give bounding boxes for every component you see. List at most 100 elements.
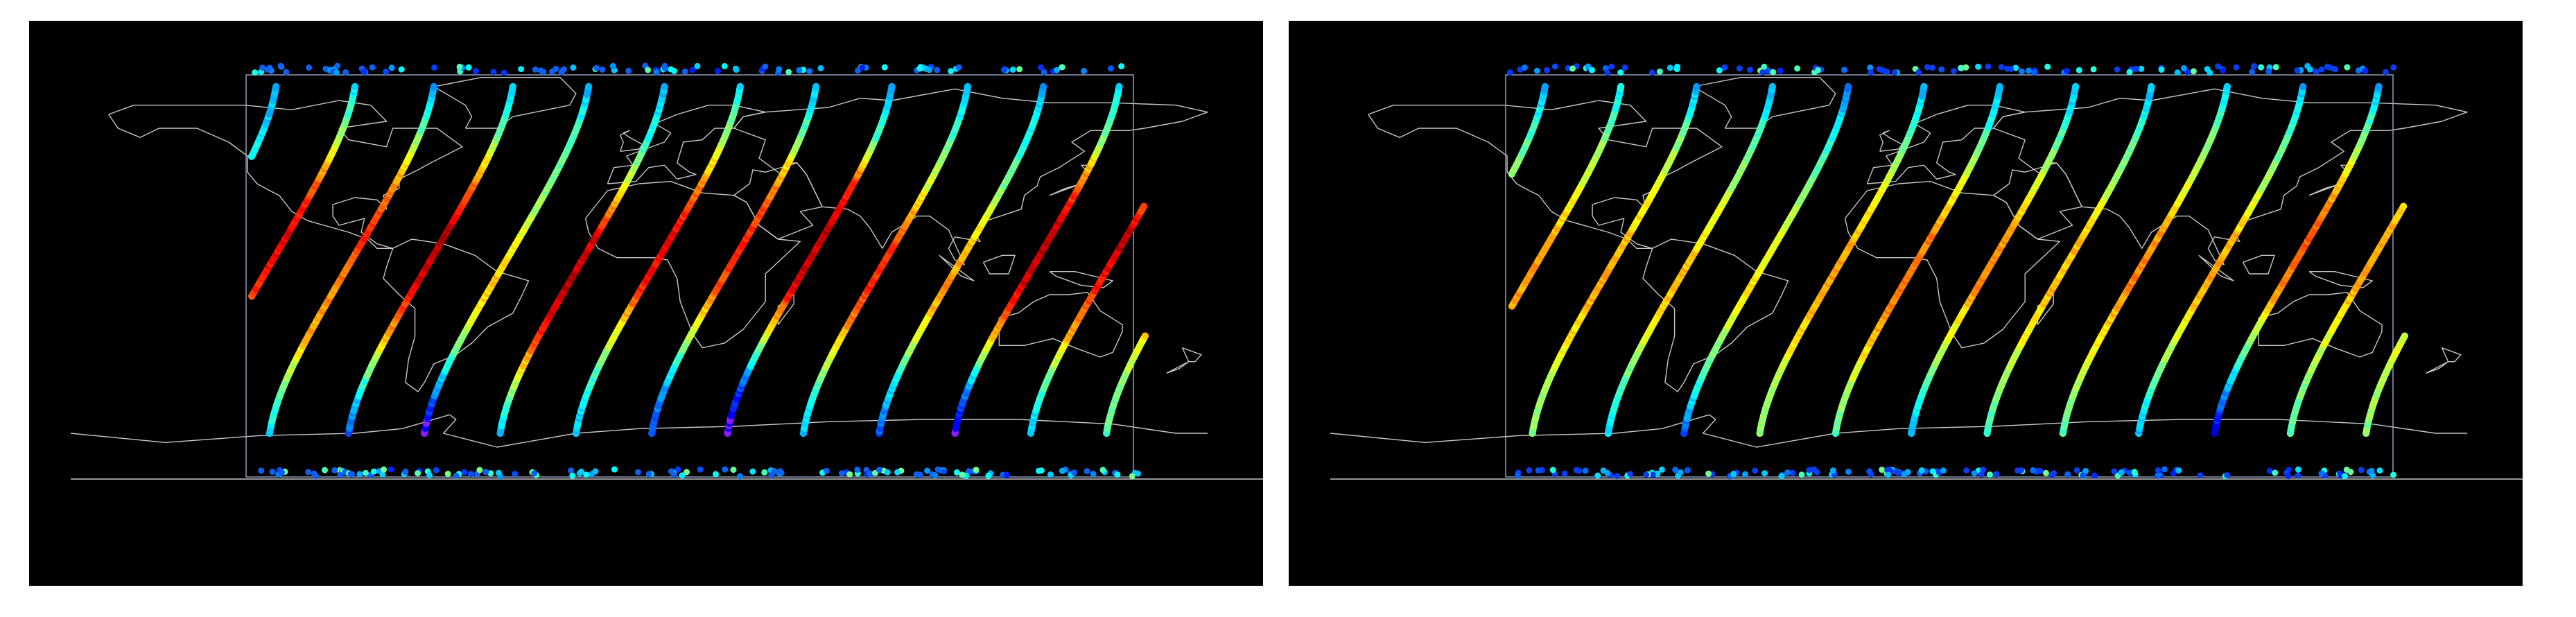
swath-point [1115,82,1123,91]
polar-dot [2265,68,2272,75]
polar-dot [1621,64,1628,71]
polar-dot [2044,63,2051,70]
polar-dot [1777,67,1784,74]
swath-tracks [1508,82,2409,437]
polar-dot [2383,69,2389,76]
polar-dot [806,68,813,75]
swath-point [1039,82,1047,91]
polar-dot [2362,67,2369,74]
polar-dot [383,68,390,75]
coastline-outline [1368,100,1723,249]
polar-dot [2313,68,2320,75]
polar-dot [370,468,377,475]
polar-dot [560,66,567,73]
polar-dot [1041,69,1047,76]
polar-dot [1975,63,1982,70]
polar-dot [653,69,660,76]
polar-dot [2090,66,2097,73]
polar-dot [2170,470,2177,477]
swath-track [1983,82,2155,437]
swath-track [1508,82,1625,310]
polar-dot [1901,471,1908,478]
polar-dot [661,65,668,72]
swath-track [345,82,516,437]
coastline-outline [1993,88,2468,266]
polar-dot [1885,471,1892,478]
swath-track [1680,82,1852,437]
polar-dot [2175,467,2182,474]
polar-dot [306,64,313,71]
polar-dot [337,471,344,478]
polar-dot [2215,63,2222,70]
polar-dot [342,69,349,76]
swath-point [1693,82,1700,91]
polar-dot [2138,65,2145,72]
swath-point [351,82,359,91]
polar-dot [1971,470,1978,477]
polar-dot [668,468,675,475]
polar-dot [1784,469,1791,476]
swath-track [1756,82,1928,437]
swath-point [509,82,516,91]
polar-dot [2004,65,2011,72]
polar-dot [1658,466,1665,473]
polar-dot [2272,64,2279,71]
polar-dot [1940,467,1947,474]
polar-dot [1016,66,1023,73]
swath-point [584,82,593,91]
polar-dot [2272,469,2279,476]
polar-dot [568,467,575,474]
polar-dot [948,68,955,75]
polar-dot [940,468,947,475]
swath-point [272,82,280,91]
polar-dot [1742,471,1748,478]
polar-dot [2180,64,2187,71]
polar-dot [736,473,743,480]
polar-dot [1114,471,1121,478]
swath-point [2148,82,2155,91]
polar-dot [2158,66,2165,73]
polar-dot [283,69,290,76]
polar-dot [796,67,803,73]
polar-dot [1090,471,1097,478]
polar-dot [402,468,409,475]
polar-dot [269,469,276,476]
polar-dot [1806,467,1813,473]
polar-dot [776,66,783,73]
swath-track [2286,202,2408,437]
map-panel-left [29,21,1263,586]
polar-dot [305,469,312,476]
swath-tracks [247,82,1149,437]
polar-dot [2080,472,2087,479]
polar-dot [1084,468,1090,475]
polar-dot [2233,64,2240,71]
polar-dot [512,471,519,478]
polar-dot [762,63,769,70]
coastline-outline [620,130,643,152]
polar-dot [625,67,632,74]
polar-dot [2174,69,2181,76]
polar-dot [1987,471,1993,478]
polar-dot [1666,64,1673,71]
polar-dot [2376,467,2383,474]
swath-track [648,82,820,437]
polar-dot [1544,67,1550,73]
polar-dot [592,468,599,475]
polar-dot [1815,67,1821,73]
swath-point [2375,82,2383,91]
polar-dot [2343,467,2350,473]
polar-dot [2133,65,2140,72]
polar-dot [1829,467,1836,474]
swath-track [266,82,438,437]
polar-dot [1845,469,1852,476]
polar-dot [277,62,284,69]
swath-point [1920,82,1928,91]
polar-dot [761,469,768,476]
polar-dot [855,67,861,74]
polar-dot [1643,471,1650,478]
swath-point [430,82,438,91]
polar-dot [1573,467,1580,473]
polar-dot [1054,67,1060,73]
swath-track [1529,82,1700,437]
polar-dot [1594,472,1601,479]
